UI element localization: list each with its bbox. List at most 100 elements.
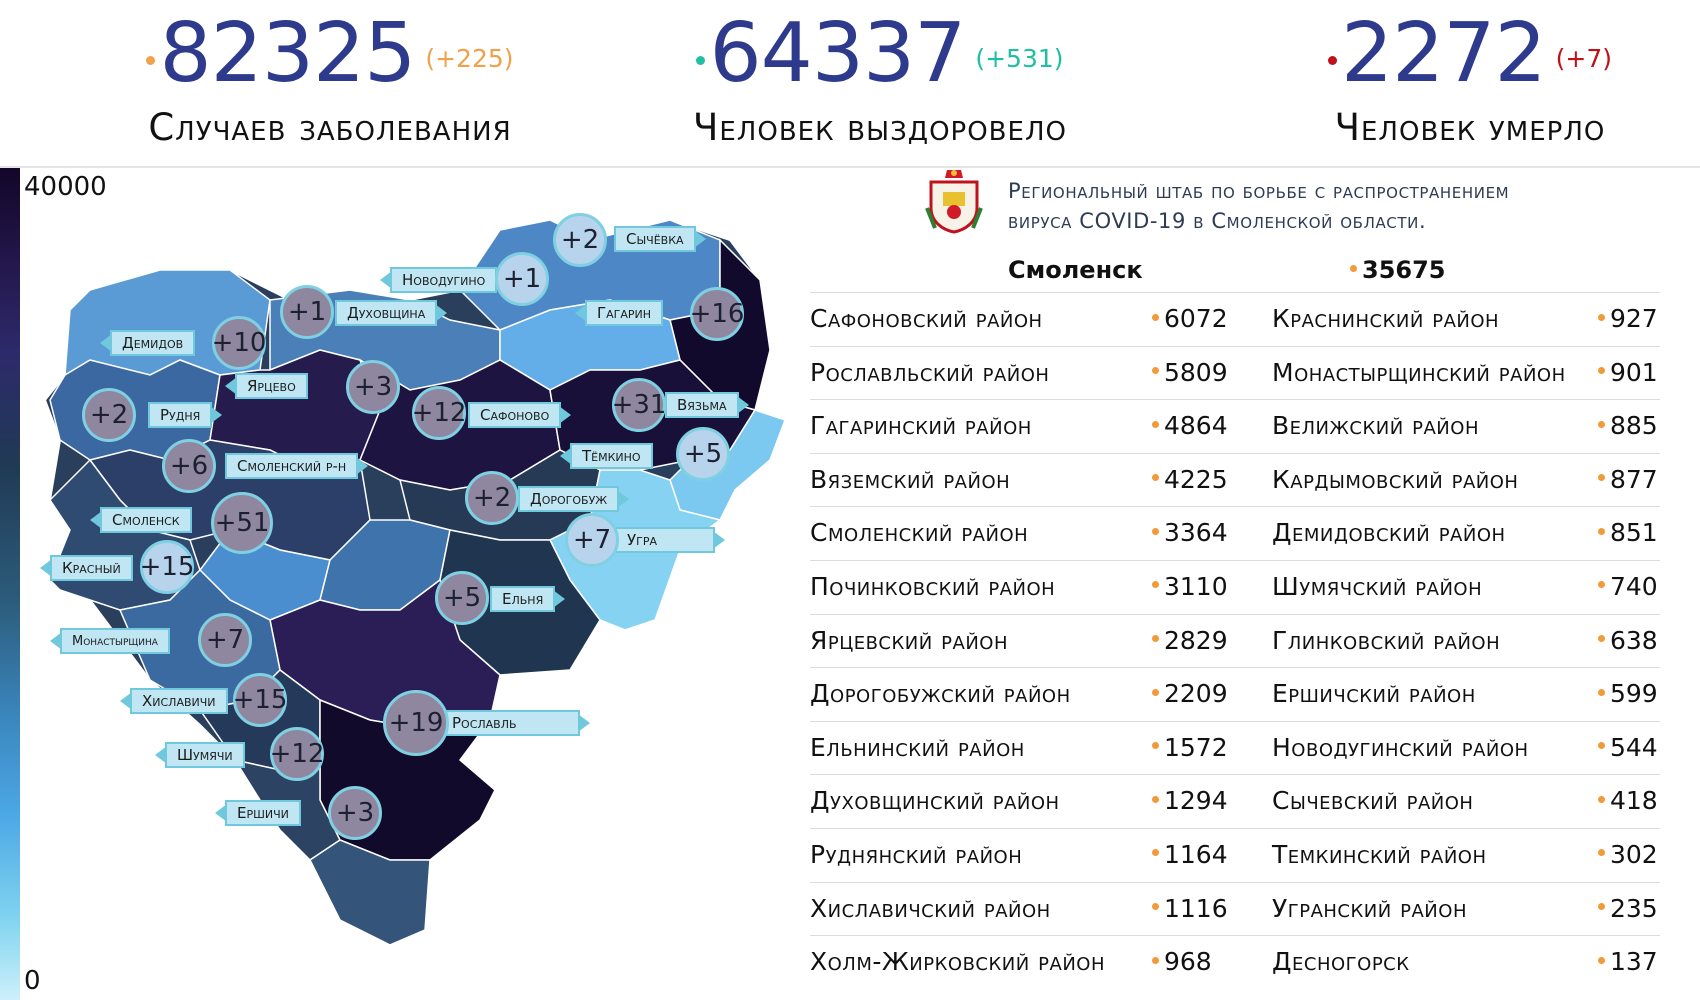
district-name: Вяземский район: [810, 464, 1011, 494]
map-bubble-rudnya: +2: [82, 388, 136, 442]
scale-min-label: 0: [24, 966, 41, 996]
scale-max-label: 40000: [24, 172, 107, 202]
district-value: 3110: [1152, 572, 1228, 601]
district-value: 851: [1598, 518, 1658, 547]
value-dot: [1598, 313, 1605, 321]
district-value: 3364: [1152, 518, 1228, 547]
map-bubble-khislavichi: +15: [233, 673, 287, 727]
header-divider: [0, 166, 1700, 168]
map-bubble-vyazma: +31: [612, 378, 666, 432]
value-dot: [1598, 903, 1605, 911]
table-row: Дорогобужский район 2209 Ершичский район 59…: [810, 667, 1660, 721]
district-name: Десногорск: [1272, 947, 1410, 977]
district-value: 927: [1598, 304, 1658, 333]
organization-title-line2: вируса COVID-19 в Смоленской области.: [1008, 209, 1427, 233]
table-row: Сафоновский район 6072 Краснинский район 92…: [810, 292, 1660, 346]
map-label-roslavl: Рославль: [440, 710, 590, 736]
map-label-krasny: Красный: [40, 555, 133, 581]
map-bubble-temkino: +5: [676, 427, 730, 481]
map-label-dukhovshchina: Духовщина: [335, 300, 448, 326]
recovered-dot: [696, 56, 706, 65]
cases-label: Случаев заболевания: [148, 106, 512, 149]
recovered-value: 64337: [709, 6, 966, 101]
city-name: Смоленск: [1008, 256, 1143, 284]
district-value: 968: [1152, 947, 1212, 976]
map-label-smolensk-rn: Смоленский р-н: [225, 453, 369, 479]
deaths-delta: (+7): [1555, 44, 1613, 73]
district-value: 2829: [1152, 626, 1228, 655]
summary-header: 82325 (+225) Случаев заболевания 64337 (…: [0, 0, 1700, 168]
map-label-rudnya: Рудня: [148, 402, 223, 428]
district-ershichi: [309, 839, 431, 946]
map-label-demidov: Демидов: [99, 330, 196, 356]
city-value-text: 35675: [1362, 256, 1446, 284]
value-dot: [1152, 420, 1159, 428]
value-dot: [1152, 635, 1159, 643]
value-dot: [1152, 956, 1159, 964]
district-name: Краснинский район: [1272, 304, 1500, 333]
district-value: 544: [1598, 733, 1658, 762]
map-bubble-monastyrshchina: +7: [198, 613, 252, 667]
map-bubble-dorogobuzh: +2: [465, 471, 519, 525]
district-name: Холм-Жирковский район: [810, 947, 1105, 977]
table-row: Духовщинский район 1294 Сычевский район 418: [810, 774, 1660, 828]
district-name: Ярцевский район: [810, 625, 1008, 655]
map-label-novodugino: Новодугино: [379, 267, 498, 293]
value-dot: [1152, 474, 1159, 482]
value-dot: [1598, 849, 1605, 857]
district-name: Руднянский район: [810, 839, 1023, 869]
district-name: Смоленский район: [810, 518, 1029, 548]
value-dot: [1598, 742, 1605, 750]
color-scale-bar: [0, 168, 20, 1000]
organization-title: Региональный штаб по борьбе с распростра…: [1008, 176, 1509, 236]
map-bubble-smolensk: +51: [211, 492, 273, 554]
deaths-value: 2272: [1340, 6, 1547, 101]
district-name: Шумячский район: [1272, 571, 1483, 601]
map-label-smolensk: Смоленск: [90, 507, 192, 533]
district-value: 638: [1598, 626, 1658, 655]
district-name: Дорогобужский район: [810, 679, 1071, 709]
value-dot: [1598, 474, 1605, 482]
deaths-dot: [1327, 56, 1337, 65]
map-label-vyazma: Вязьма: [665, 392, 749, 418]
region-map: Сычёвка +2 Новодугино +1 Духовщина +1 Га…: [30, 200, 800, 950]
map-label-temkino: Тёмкино: [560, 443, 653, 469]
district-name: Хиславичский район: [810, 893, 1051, 923]
district-value: 1164: [1152, 840, 1228, 869]
district-name: Рославльский район: [810, 357, 1050, 387]
district-name: Сафоновский район: [810, 304, 1043, 333]
map-bubble-ugra: +7: [565, 513, 619, 567]
map-label-yelnya: Ельня: [490, 586, 566, 612]
district-value: 302: [1598, 840, 1658, 869]
map-label-shumyachi: Шумячи: [155, 742, 245, 768]
district-value: 4864: [1152, 411, 1228, 440]
district-table: Сафоновский район 6072 Краснинский район 92…: [810, 292, 1660, 989]
table-row: Ярцевский район 2829 Глинковский район 638: [810, 613, 1660, 668]
district-name: Монастырщинский район: [1272, 357, 1566, 387]
district-value: 901: [1598, 358, 1658, 387]
map-bubble-gagarin: +16: [690, 287, 744, 341]
district-value: 137: [1598, 947, 1658, 976]
value-dot: [1152, 742, 1159, 750]
map-label-ershichi: Ершичи: [215, 800, 301, 826]
district-name: Ельнинский район: [810, 732, 1025, 762]
value-dot: [1598, 795, 1605, 803]
table-row: Холм-Жирковский район 968 Десногорск 137: [810, 935, 1660, 989]
city-dot: [1350, 264, 1357, 272]
map-bubble-demidov: +10: [212, 316, 266, 370]
deaths-label: Человек умерло: [1334, 106, 1606, 149]
map-bubble-krasny: +15: [140, 540, 194, 594]
district-value: 1116: [1152, 894, 1228, 923]
map-bubble-sychevka: +2: [553, 213, 607, 267]
map-label-monastyrshchina: Монастырщина: [50, 628, 170, 654]
cases-dot: [146, 56, 156, 65]
district-name: Гагаринский район: [810, 411, 1032, 441]
table-row: Руднянский район 1164 Темкинский район 302: [810, 827, 1660, 882]
district-value: 5809: [1152, 358, 1228, 387]
value-dot: [1152, 367, 1159, 375]
map-label-khislavichi: Хиславичи: [120, 688, 228, 714]
value-dot: [1598, 581, 1605, 589]
value-dot: [1152, 581, 1159, 589]
district-name: Сычевский район: [1272, 786, 1474, 816]
map-bubble-shumyachi: +12: [270, 727, 324, 781]
